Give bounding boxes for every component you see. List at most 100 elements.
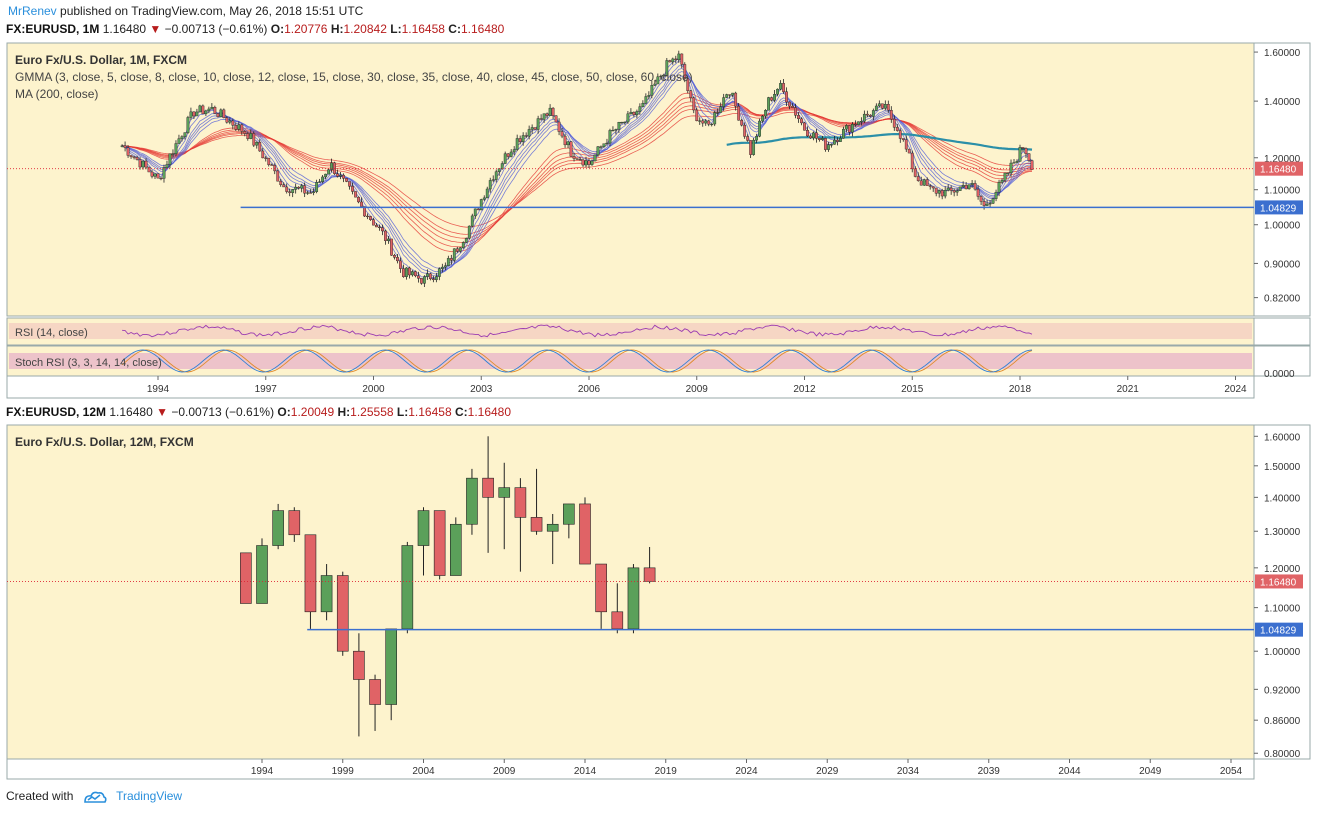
y-tick-label: 1.40000 (1264, 493, 1301, 504)
candle-body (952, 190, 956, 193)
candle-body (719, 106, 723, 113)
candle-body (545, 113, 549, 116)
candle-body (521, 135, 525, 142)
candle-body (375, 224, 378, 228)
candle-body (449, 258, 453, 261)
candle-body (216, 113, 220, 117)
candle-body (527, 129, 531, 137)
candle-body (554, 115, 558, 123)
candle-body (593, 154, 597, 162)
candle-body (871, 110, 875, 117)
candle-body (396, 257, 399, 262)
candle-body (623, 121, 627, 123)
candle-body (539, 118, 543, 120)
top-open: 1.20776 (284, 22, 328, 36)
monthly-chart[interactable]: 1.60000 1.40000 1.20000 1.10000 1.00000 0.900… (0, 0, 1318, 400)
y-tick-label: 0.86000 (1264, 716, 1301, 727)
candle-body (297, 186, 301, 189)
candle-body (889, 110, 893, 120)
candle-body (809, 135, 812, 139)
top-low: 1.16458 (401, 22, 445, 36)
candle-body (958, 186, 962, 191)
candle-body (758, 120, 762, 137)
candle-body (934, 187, 938, 194)
stoch-axis (1253, 345, 1311, 377)
candle-body (381, 227, 384, 232)
down-arrow-icon: ▼ (149, 22, 162, 36)
gmma-fast-line (122, 60, 1033, 279)
candle-body (707, 120, 711, 125)
candle-body (267, 157, 271, 165)
candle-body (198, 105, 202, 113)
author-link[interactable]: MrRenev (8, 4, 57, 18)
candle-body (141, 160, 145, 168)
candle-body (773, 94, 776, 101)
candle-body (907, 148, 911, 154)
candle-body (602, 143, 606, 147)
candle-body (973, 183, 977, 190)
candle-body (794, 107, 797, 116)
candle-body (318, 181, 322, 183)
candle-body (402, 268, 405, 277)
candle-body (572, 156, 576, 159)
candle-body (665, 60, 669, 76)
candle-body (734, 92, 738, 107)
year-candle-body (369, 679, 381, 705)
candle-body (135, 157, 139, 160)
candle-body (422, 276, 426, 284)
candle-body (437, 268, 441, 277)
candle-body (955, 190, 959, 193)
year-candle-body (385, 628, 398, 705)
candle-body (390, 238, 393, 256)
candle-body (650, 85, 654, 96)
candle-body (515, 138, 519, 150)
candle-body (988, 203, 992, 205)
candle-body (713, 112, 717, 125)
candle-body (566, 141, 570, 146)
candle-body (776, 88, 779, 95)
bottom-high: 1.25558 (350, 405, 394, 419)
x-tick-label: 2054 (1220, 766, 1243, 777)
candle-body (156, 173, 160, 179)
candle-body (740, 120, 744, 126)
candle-body (138, 159, 142, 168)
publish-info: published on TradingView.com, May 26, 20… (60, 4, 364, 18)
tradingview-logo-icon[interactable] (83, 790, 107, 804)
candle-body (503, 153, 507, 164)
candle-body (961, 185, 965, 188)
x-tick-label: 2006 (578, 384, 601, 395)
candle-body (557, 121, 561, 132)
candle-body (761, 115, 764, 122)
candle-body (931, 186, 935, 189)
year-candle-body (401, 545, 414, 630)
candle-body (782, 83, 785, 92)
candle-body (476, 208, 480, 211)
candle-body (877, 103, 881, 107)
candle-body (213, 106, 217, 114)
candle-body (964, 185, 968, 190)
candle-body (488, 180, 492, 190)
candle-body (641, 103, 645, 107)
candle-body (791, 105, 794, 108)
x-tick-label: 2018 (1009, 384, 1032, 395)
candle-body (847, 125, 851, 133)
year-candle-body (514, 487, 527, 518)
candle-body (282, 184, 286, 188)
candle-body (1003, 172, 1007, 181)
candle-body (913, 168, 917, 177)
candle-body (1012, 162, 1016, 164)
candle-body (123, 145, 127, 148)
candle-body (824, 138, 827, 150)
candle-body (587, 160, 591, 165)
tradingview-link[interactable]: TradingView (116, 789, 183, 803)
year-candle-body (304, 534, 317, 613)
candle-body (264, 157, 268, 159)
y-tick-label: 1.20000 (1264, 154, 1301, 165)
candle-body (186, 117, 190, 133)
candle-body (452, 248, 456, 261)
candle-body (228, 120, 232, 123)
candle-body (470, 215, 474, 227)
candle-body (425, 273, 429, 277)
candle-body (416, 275, 420, 279)
